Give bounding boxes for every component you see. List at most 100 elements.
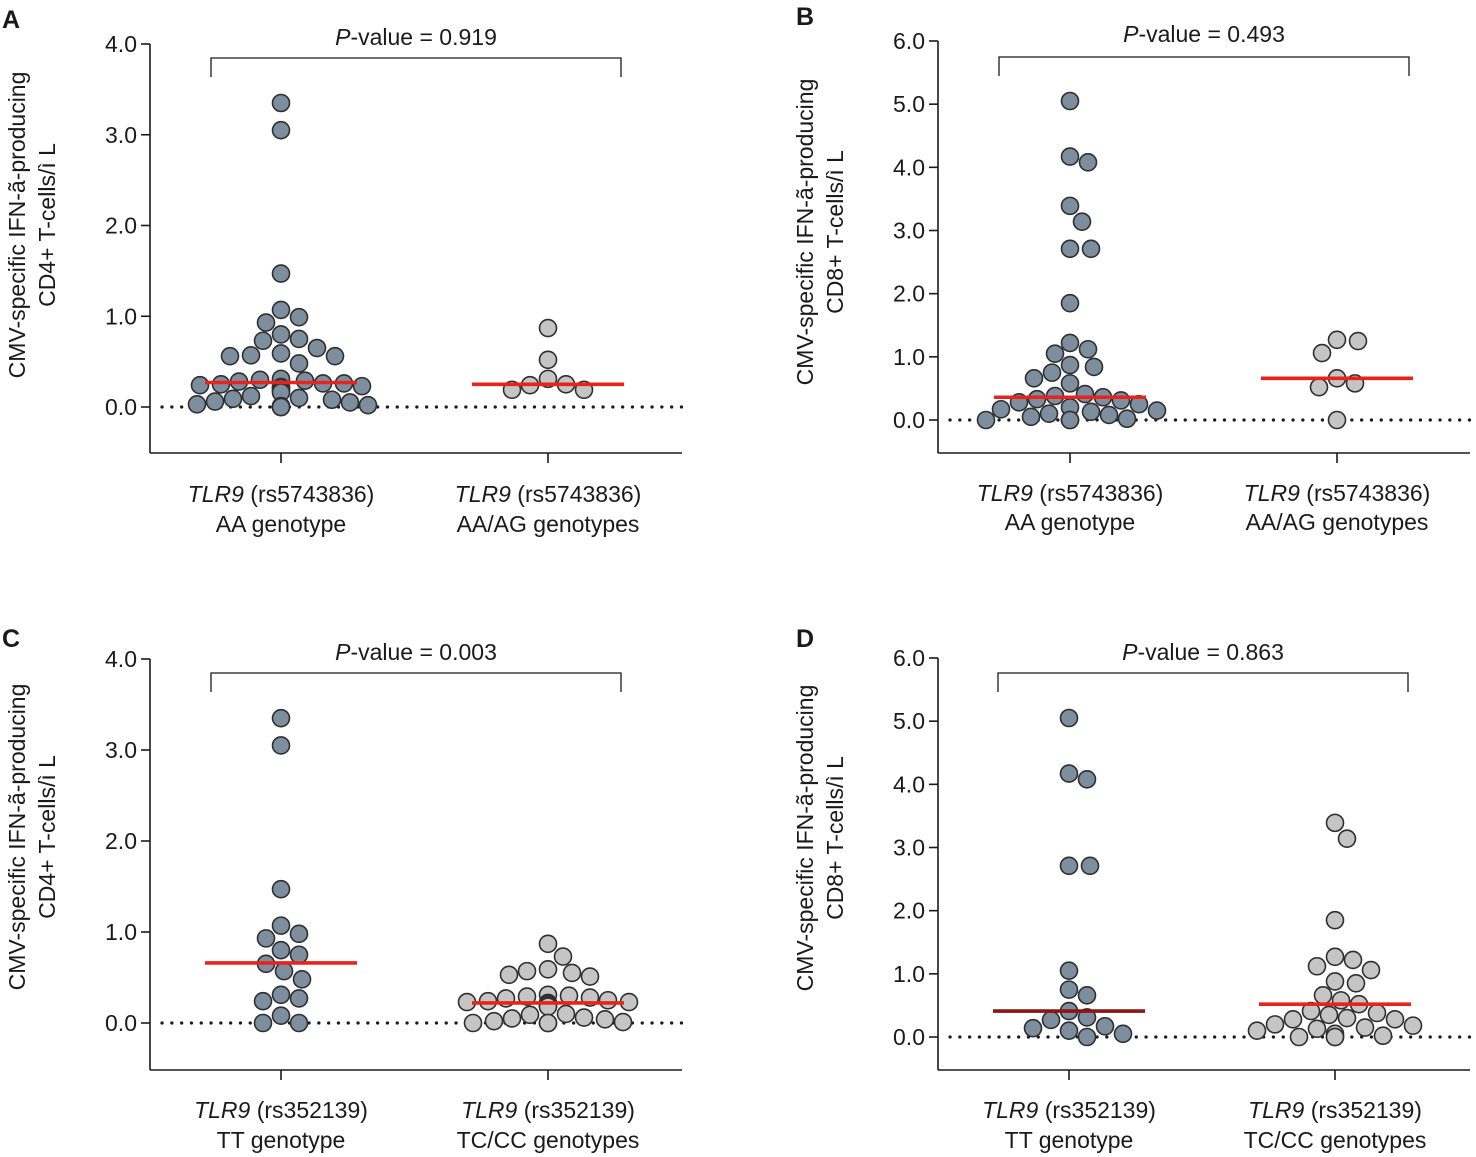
y-tick-label: 2.0 (105, 828, 137, 854)
panel-letter: D (796, 625, 814, 653)
data-point (1355, 1018, 1375, 1037)
data-point (484, 1011, 504, 1031)
snp-id: (rs5743836) (244, 481, 374, 507)
x-axis-genotype-label: TC/CC genotypes (457, 1127, 640, 1153)
data-point (253, 331, 273, 351)
data-point (1045, 344, 1065, 363)
y-tick-label: 4.0 (105, 31, 137, 57)
data-point (352, 376, 372, 396)
data-point (1084, 357, 1104, 377)
data-point (295, 371, 315, 390)
p-value-text: -value = 0.863 (1137, 639, 1283, 665)
gene-name: TLR9 (188, 481, 244, 507)
data-point (502, 1009, 522, 1028)
data-point (1060, 196, 1080, 216)
data-point (1060, 91, 1080, 111)
x-axis-group-label: TLR9 (rs5743836) (1244, 480, 1431, 506)
y-tick-label: 2.0 (893, 898, 925, 924)
data-point (253, 991, 273, 1011)
data-point (271, 397, 291, 417)
data-point (1385, 1010, 1405, 1029)
data-point (1283, 1010, 1303, 1029)
data-point (289, 307, 309, 327)
data-point (1059, 856, 1079, 876)
data-point (271, 940, 291, 960)
data-point (1027, 389, 1047, 409)
data-point (292, 970, 312, 989)
panel-letter: C (2, 625, 20, 653)
data-point (1060, 410, 1080, 430)
data-point (1265, 1015, 1285, 1034)
y-tick-label: 0.0 (893, 1024, 925, 1050)
panel-letter: B (796, 3, 814, 31)
gene-name: TLR9 (455, 481, 511, 507)
data-point (499, 965, 519, 985)
significance-bracket (210, 672, 622, 692)
gene-name: TLR9 (194, 1097, 250, 1123)
data-point (241, 345, 261, 365)
data-point (271, 708, 291, 728)
data-point (1078, 152, 1098, 172)
data-point (1059, 980, 1079, 999)
data-point (271, 879, 291, 899)
snp-id: (rs352139) (1304, 1097, 1422, 1123)
data-point (1060, 333, 1080, 353)
data-point (205, 392, 225, 411)
snp-id: (rs352139) (517, 1097, 635, 1123)
data-point (517, 987, 537, 1006)
data-point (289, 989, 309, 1008)
data-point (250, 370, 270, 390)
data-point (562, 963, 582, 983)
data-point (289, 1013, 309, 1033)
data-point (520, 1005, 540, 1025)
data-point (1077, 1008, 1097, 1027)
y-tick-label: 5.0 (893, 708, 925, 734)
data-point (1117, 409, 1137, 429)
data-point (220, 346, 240, 366)
data-point (1059, 961, 1079, 980)
y-tick-label: 0.0 (105, 1010, 137, 1036)
data-point (1113, 1024, 1133, 1044)
data-point (1081, 239, 1101, 259)
x-axis-group-label: TLR9 (rs352139) (982, 1097, 1156, 1123)
x-axis-group-label: TLR9 (rs5743836) (188, 481, 375, 507)
y-tick-label: 1.0 (893, 344, 925, 370)
data-point (241, 386, 261, 406)
p-value-text: -value = 0.919 (350, 24, 496, 50)
data-point (271, 264, 291, 283)
data-point (1307, 1019, 1327, 1039)
snp-id: (rs352139) (250, 1097, 368, 1123)
p-value-prefix: P (1122, 639, 1138, 665)
p-value-prefix: P (335, 639, 351, 665)
significance-bracket (210, 57, 622, 77)
data-point (256, 929, 276, 948)
x-axis-genotype-label: AA/AG genotypes (1246, 509, 1429, 535)
data-point (340, 393, 360, 412)
data-point (358, 395, 378, 415)
data-point (538, 350, 558, 370)
data-point (1039, 404, 1059, 423)
y-tick-label: 6.0 (893, 645, 925, 671)
y-tick-label: 1.0 (105, 303, 137, 329)
x-axis-genotype-label: TT genotype (217, 1127, 346, 1153)
data-point (289, 388, 309, 408)
y-axis-label-line: CMV-specific IFN-ã-producing (792, 79, 818, 386)
p-value-label: P-value = 0.863 (1122, 639, 1284, 665)
data-point (187, 394, 207, 414)
data-point (517, 961, 537, 981)
panel-b: B 0.0 1.0 2.0 3.0 4.0 5.0 6.0 CMV-specific IFN-ã… (792, 3, 1472, 535)
snp-id: (rs5743836) (1033, 480, 1163, 506)
data-point (1060, 355, 1080, 375)
data-point (991, 399, 1011, 419)
data-point (1077, 986, 1097, 1005)
y-tick-label: 1.0 (893, 961, 925, 987)
p-value-prefix: P (1123, 21, 1139, 47)
data-point (1080, 856, 1100, 876)
data-point (598, 990, 618, 1010)
data-point (1325, 910, 1345, 930)
y-axis-label-line: CD8+ T-cells/ì L (822, 150, 848, 314)
p-value-label: P-value = 0.919 (335, 24, 497, 50)
data-point (1077, 769, 1097, 789)
x-axis-genotype-label: AA genotype (1005, 509, 1135, 535)
data-point (271, 300, 291, 320)
